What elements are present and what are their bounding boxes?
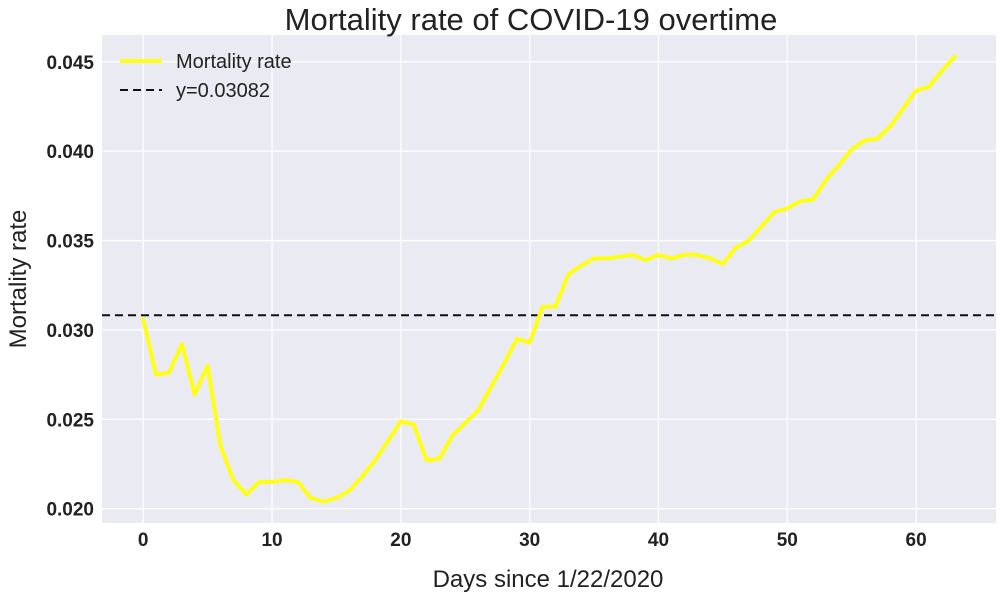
x-tick-label: 50 — [777, 530, 798, 551]
x-tick-label: 40 — [648, 530, 669, 551]
y-tick-label: 0.040 — [46, 142, 94, 163]
x-tick-labels: 0 10 20 30 40 50 60 — [138, 530, 927, 551]
grid-lines — [102, 35, 996, 523]
y-tick-label: 0.025 — [46, 410, 94, 431]
mortality-rate-line — [141, 54, 957, 504]
x-tick-label: 30 — [519, 530, 540, 551]
x-tick-label: 10 — [261, 530, 282, 551]
y-tick-label: 0.035 — [46, 232, 94, 253]
y-tick-label: 0.030 — [46, 321, 94, 342]
y-tick-label: 0.020 — [46, 500, 94, 521]
chart-title: Mortality rate of COVID-19 overtime — [285, 2, 778, 37]
legend-label-mortality-rate: Mortality rate — [176, 51, 292, 73]
legend: Mortality rate y=0.03082 — [120, 51, 292, 102]
legend-label-reference-line: y=0.03082 — [176, 80, 270, 102]
plot-area-background — [102, 35, 996, 523]
y-axis-label: Mortality rate — [5, 210, 32, 349]
x-tick-label: 20 — [390, 530, 411, 551]
x-tick-label: 60 — [906, 530, 927, 551]
y-tick-label: 0.045 — [46, 53, 94, 74]
y-tick-labels: 0.020 0.025 0.030 0.035 0.040 0.045 — [46, 53, 94, 521]
series-lines — [102, 54, 996, 504]
x-tick-label: 0 — [138, 530, 149, 551]
x-axis-label: Days since 1/22/2020 — [433, 566, 664, 593]
